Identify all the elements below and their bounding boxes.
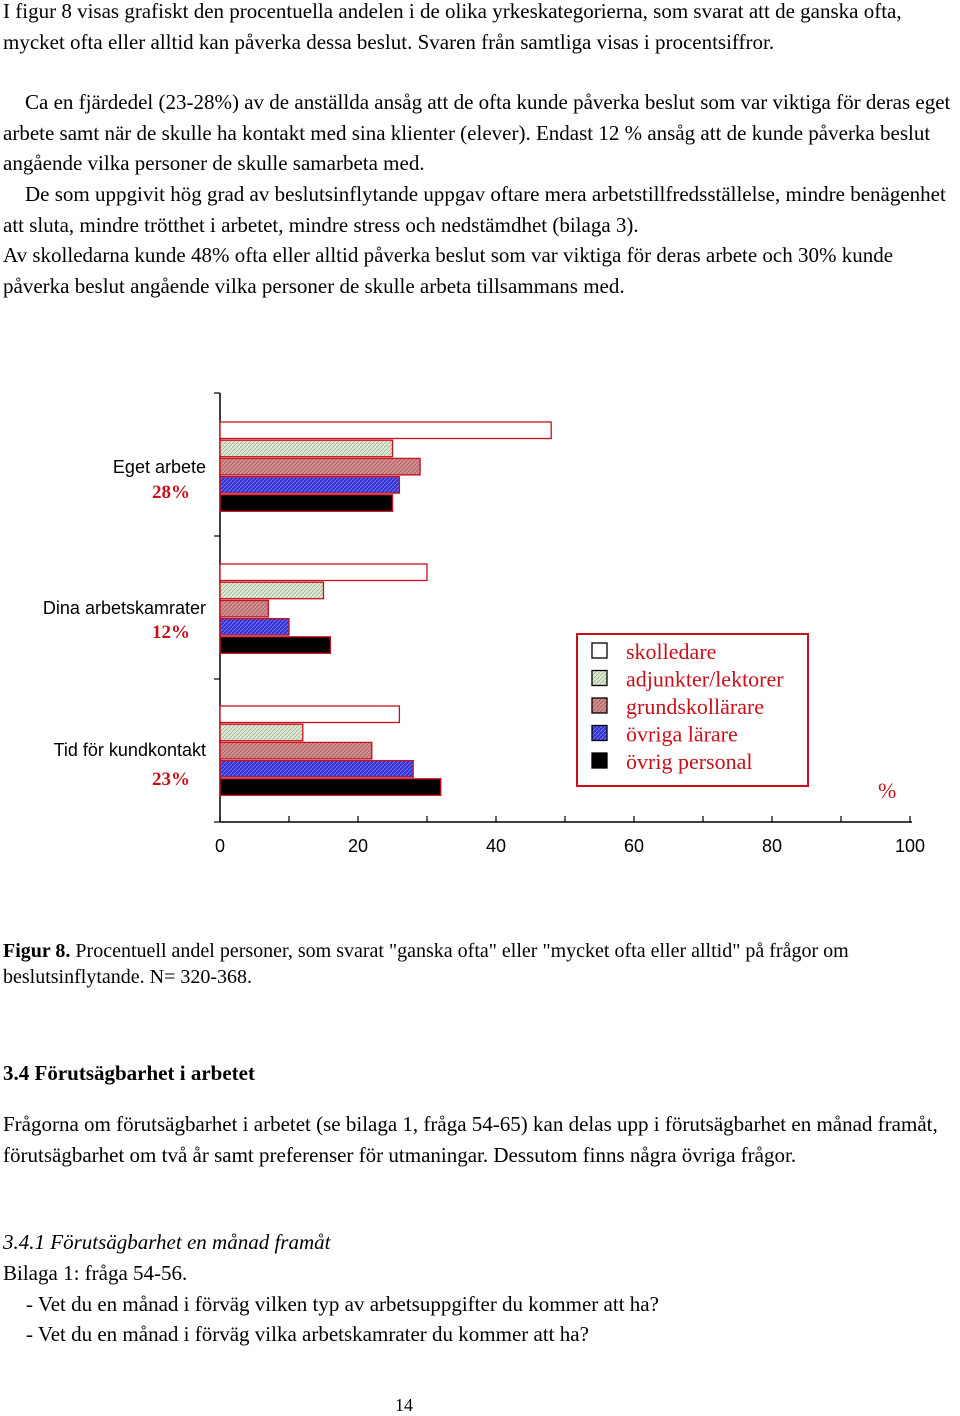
- intro-paragraph-2: Ca en fjärdedel (23-28%) av de anställda…: [3, 87, 960, 179]
- bar-skolledare-2: [219, 563, 428, 582]
- x-tick-label: 40: [486, 836, 506, 856]
- bar-adjunkter-lektorer-2: [219, 581, 325, 600]
- subsection-heading: 3.4.1 Förutsägbarhet en månad framåt: [3, 1230, 331, 1254]
- x-tick-labels: 0 20 40 60 80 100: [215, 836, 925, 856]
- intro-paragraph-1: I figur 8 visas grafiskt den procentuell…: [3, 0, 902, 54]
- intro-paragraph-2-text: Ca en fjärdedel (23-28%) av de anställda…: [3, 90, 951, 175]
- bar-skolledare-3: [219, 705, 401, 724]
- x-tick-label: 20: [348, 836, 368, 856]
- bar-grundskoll-rare-1: [219, 457, 421, 476]
- bar--vriga-l-rare-2: [219, 617, 290, 636]
- x-tick-label: 100: [895, 836, 925, 856]
- chart-bars: [219, 421, 552, 796]
- category-label: Dina arbetskamrater: [43, 598, 206, 618]
- intro-paragraph-3-text: De som uppgivit hög grad av beslutsinfly…: [3, 182, 946, 237]
- figure-caption-label: Figur 8.: [3, 940, 71, 962]
- bar--vrig-personal-1: [219, 494, 394, 512]
- question-1: - Vet du en månad i förväg vilken typ av…: [26, 1292, 659, 1316]
- legend-label: skolledare: [626, 639, 716, 664]
- legend-swatch: [591, 642, 608, 659]
- legend-frame: [576, 633, 809, 787]
- bar--vriga-l-rare-1: [219, 475, 401, 494]
- category-label: Tid för kundkontakt: [54, 740, 206, 760]
- intro-paragraph-4: Av skolledarna kunde 48% ofta eller allt…: [3, 243, 894, 298]
- page-number: 14: [395, 1395, 413, 1415]
- bar-chart: Eget arbete 28% Dina arbetskamrater 12% Tid …: [43, 392, 925, 856]
- category-total: 12%: [152, 622, 190, 643]
- bar-adjunkter-lektorer-3: [219, 723, 304, 742]
- section-paragraph: Frågorna om förutsägbarhet i arbetet (se…: [3, 1112, 938, 1167]
- x-axis-unit-label: %: [878, 778, 896, 803]
- question-2: - Vet du en månad i förväg vilka arbetsk…: [26, 1322, 589, 1346]
- bar-grundskoll-rare-3: [219, 741, 373, 760]
- bar-adjunkter-lektorer-1: [219, 439, 394, 458]
- section-heading: 3.4 Förutsägbarhet i arbetet: [3, 1061, 255, 1085]
- x-tick-label: 60: [624, 836, 644, 856]
- legend-swatch: [591, 752, 608, 769]
- legend-label: adjunkter/lektorer: [626, 667, 784, 692]
- category-label: Eget arbete: [113, 457, 206, 477]
- legend-swatch: [591, 697, 608, 714]
- bar--vriga-l-rare-3: [219, 759, 414, 778]
- figure-caption: Figur 8. Procentuell andel personer, som…: [3, 938, 953, 990]
- bar-grundskoll-rare-2: [219, 599, 269, 618]
- bar--vrig-personal-3: [219, 778, 442, 796]
- intro-paragraph-3: De som uppgivit hög grad av beslutsinfly…: [3, 179, 960, 240]
- legend-label: grundskollärare: [626, 694, 764, 719]
- category-labels: Eget arbete 28% Dina arbetskamrater 12% Tid …: [43, 457, 206, 790]
- legend-label: övriga lärare: [626, 722, 738, 747]
- bilaga-reference: Bilaga 1: fråga 54-56.: [3, 1261, 188, 1285]
- bar--vrig-personal-2: [219, 636, 332, 654]
- legend-swatch: [591, 669, 608, 687]
- x-tick-label: 80: [762, 836, 782, 856]
- legend-label: övrig personal: [626, 749, 752, 774]
- bar-skolledare-1: [219, 421, 552, 440]
- legend-swatch: [591, 724, 608, 742]
- x-tick-label: 0: [215, 836, 225, 856]
- figure-caption-text: Procentuell andel personer, som svarat "…: [3, 940, 849, 988]
- chart-legend: skolledare adjunkter/lektorergrundskollär…: [576, 633, 809, 787]
- category-total: 28%: [152, 482, 190, 503]
- category-total: 23%: [152, 769, 190, 790]
